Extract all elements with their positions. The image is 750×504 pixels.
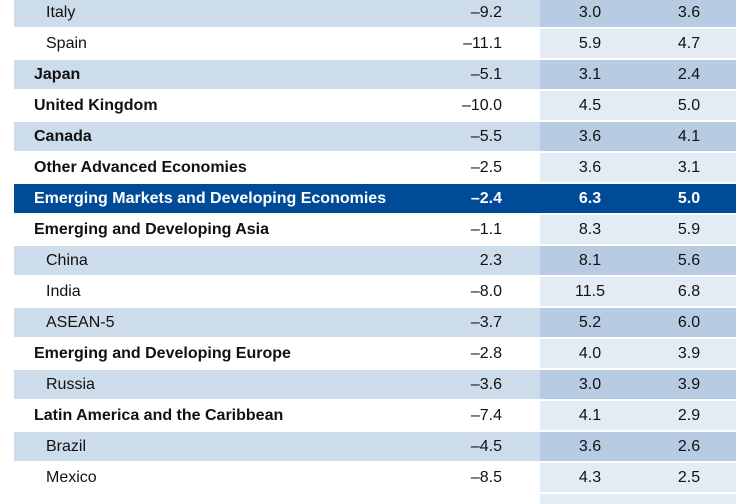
cell-value-col3: 6.8	[677, 282, 701, 300]
table-bottom-edge	[14, 494, 736, 504]
forecast-column-band	[540, 432, 736, 461]
forecast-column-band	[540, 184, 736, 213]
forecast-column-band	[540, 494, 736, 504]
table-row: Other Advanced Economies –2.5 3.6 3.1	[14, 153, 736, 184]
table-row-highlighted: Emerging Markets and Developing Economie…	[14, 184, 736, 215]
forecast-column-band	[540, 339, 736, 368]
forecast-column-band	[540, 60, 736, 89]
cell-value-col2: 3.6	[578, 437, 602, 455]
cell-value-col2: 3.1	[578, 65, 602, 83]
row-label: Canada	[34, 127, 92, 145]
cell-value-col2: 3.6	[578, 127, 602, 145]
cell-value-col1: –3.7	[470, 313, 502, 331]
cell-value-col3: 5.6	[677, 251, 701, 269]
row-label: Italy	[46, 3, 76, 21]
table-row: China 2.3 8.1 5.6	[14, 246, 736, 277]
cell-value-col3: 4.1	[677, 127, 701, 145]
cell-value-col1: –5.1	[470, 65, 502, 83]
cell-value-col3: 3.1	[677, 158, 701, 176]
row-label: Other Advanced Economies	[34, 158, 247, 176]
cell-value-col1: –4.5	[470, 437, 502, 455]
cell-value-col2: 3.6	[578, 158, 602, 176]
cell-value-col2: 6.3	[578, 189, 602, 207]
cell-value-col3: 2.5	[677, 468, 701, 486]
cell-value-col2: 8.1	[578, 251, 602, 269]
row-label: Emerging and Developing Asia	[34, 220, 270, 238]
forecast-column-band	[540, 401, 736, 430]
forecast-column-band	[540, 463, 736, 492]
cell-value-col2: 4.1	[578, 406, 602, 424]
forecast-column-band	[540, 0, 736, 27]
table-row: Latin America and the Caribbean –7.4 4.1 2.…	[14, 401, 736, 432]
cell-value-col1: 2.3	[479, 251, 502, 269]
cell-value-col1: –9.2	[470, 3, 502, 21]
cell-value-col1: –2.5	[470, 158, 502, 176]
table-row: Spain –11.1 5.9 4.7	[14, 29, 736, 60]
table-row: Canada –5.5 3.6 4.1	[14, 122, 736, 153]
cell-value-col1: –2.4	[470, 189, 502, 207]
row-label: China	[46, 251, 88, 269]
cell-value-col2: 5.2	[578, 313, 602, 331]
cell-value-col3: 4.7	[677, 34, 701, 52]
cell-value-col3: 2.4	[677, 65, 701, 83]
forecast-column-band	[540, 29, 736, 58]
table-row: Brazil –4.5 3.6 2.6	[14, 432, 736, 463]
forecast-column-band	[540, 246, 736, 275]
row-label: Brazil	[46, 437, 87, 455]
cell-value-col2: 4.5	[578, 96, 602, 114]
forecast-column-band	[540, 308, 736, 337]
cell-value-col3: 2.6	[677, 437, 701, 455]
cell-value-col3: 5.0	[677, 189, 701, 207]
cell-value-col3: 5.9	[677, 220, 701, 238]
cell-value-col1: –3.6	[470, 375, 502, 393]
cell-value-col1: –7.4	[470, 406, 502, 424]
table-row: India –8.0 11.5 6.8	[14, 277, 736, 308]
table-row: Italy –9.2 3.0 3.6	[14, 0, 736, 29]
cell-value-col3: 5.0	[677, 96, 701, 114]
cell-value-col1: –8.5	[470, 468, 502, 486]
forecast-column-band	[540, 215, 736, 244]
cell-value-col2: 3.0	[578, 3, 602, 21]
cell-value-col2: 4.3	[578, 468, 602, 486]
table-row: Japan –5.1 3.1 2.4	[14, 60, 736, 91]
cell-value-col1: –5.5	[470, 127, 502, 145]
cell-value-col2: 11.5	[575, 282, 605, 300]
growth-table: Italy –9.2 3.0 3.6 Spain –11.1 5.9 4.7 Japan –5.1…	[14, 0, 736, 494]
cell-value-col1: –11.1	[463, 34, 502, 52]
forecast-column-band	[540, 91, 736, 120]
forecast-column-band	[540, 277, 736, 306]
table-row: Russia –3.6 3.0 3.9	[14, 370, 736, 401]
cell-value-col3: 3.6	[677, 3, 701, 21]
table-row: Emerging and Developing Asia –1.1 8.3 5.9	[14, 215, 736, 246]
row-label: Latin America and the Caribbean	[34, 406, 284, 424]
row-label: United Kingdom	[34, 96, 158, 114]
cell-value-col2: 4.0	[578, 344, 602, 362]
forecast-column-band	[540, 370, 736, 399]
row-label: Emerging Markets and Developing Economie…	[34, 189, 387, 207]
row-label: India	[46, 282, 81, 300]
table-row: Mexico –8.5 4.3 2.5	[14, 463, 736, 494]
row-label: Mexico	[46, 468, 97, 486]
cell-value-col3: 3.9	[677, 375, 701, 393]
row-label: Japan	[34, 65, 81, 83]
table-row: United Kingdom –10.0 4.5 5.0	[14, 91, 736, 122]
row-label: Russia	[46, 375, 95, 393]
forecast-column-band	[540, 122, 736, 151]
cell-value-col1: –2.8	[470, 344, 502, 362]
cell-value-col2: 5.9	[578, 34, 602, 52]
cell-value-col2: 8.3	[578, 220, 602, 238]
cell-value-col1: –8.0	[470, 282, 502, 300]
cell-value-col1: –10.0	[461, 96, 502, 114]
cell-value-col3: 6.0	[677, 313, 701, 331]
cell-value-col3: 3.9	[677, 344, 701, 362]
table-row: ASEAN-5 –3.7 5.2 6.0	[14, 308, 736, 339]
row-label: Emerging and Developing Europe	[34, 344, 291, 362]
cell-value-col3: 2.9	[677, 406, 701, 424]
table-row: Emerging and Developing Europe –2.8 4.0 3.9	[14, 339, 736, 370]
cell-value-col2: 3.0	[578, 375, 602, 393]
row-label: ASEAN-5	[46, 313, 115, 331]
forecast-column-band	[540, 153, 736, 182]
cell-value-col1: –1.1	[470, 220, 502, 238]
row-label: Spain	[46, 34, 87, 52]
